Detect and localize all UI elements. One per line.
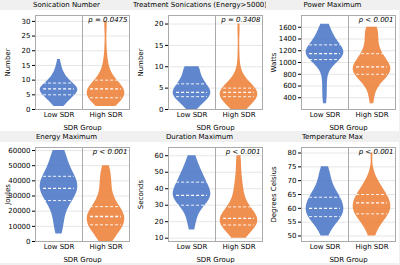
html-text:Temperature Max: Temperature Max — [302, 133, 363, 141]
svg-text:p = 0.0475: p = 0.0475 — [87, 16, 128, 24]
svg-text:Joules: Joules — [4, 184, 12, 206]
svg-text:15: 15 — [22, 62, 31, 70]
svg-text:20000: 20000 — [8, 207, 30, 215]
html-text:Treatment Sonications (Energy>: Treatment Sonications (Energy>5000) — [133, 1, 267, 9]
svg-text:5: 5 — [26, 91, 30, 99]
svg-text:Number: Number — [137, 48, 145, 76]
svg-text:600: 600 — [283, 82, 296, 90]
svg-text:50000: 50000 — [8, 162, 30, 170]
svg-text:75: 75 — [288, 163, 297, 171]
svg-text:High SDR: High SDR — [355, 243, 388, 251]
svg-text:Low SDR: Low SDR — [177, 243, 208, 251]
svg-text:0: 0 — [26, 238, 30, 246]
svg-text:p < 0.001: p < 0.001 — [92, 148, 128, 156]
svg-text:High SDR: High SDR — [89, 243, 122, 251]
svg-text:15: 15 — [155, 42, 164, 50]
svg-text:SDR Group: SDR Group — [63, 124, 102, 132]
svg-text:55: 55 — [288, 218, 297, 226]
svg-text:60000: 60000 — [8, 147, 30, 155]
svg-text:p = 0.3408: p = 0.3408 — [220, 16, 261, 24]
svg-text:30000: 30000 — [8, 192, 31, 201]
svg-text:30: 30 — [22, 18, 31, 26]
svg-text:p < 0.001: p < 0.001 — [358, 148, 394, 156]
svg-text:SDR Group: SDR Group — [196, 256, 235, 264]
svg-text:0: 0 — [159, 106, 163, 114]
svg-text:High SDR: High SDR — [355, 111, 388, 119]
svg-text:25: 25 — [22, 32, 31, 40]
svg-text:Low SDR: Low SDR — [310, 243, 341, 251]
svg-text:p < 0.001: p < 0.001 — [358, 16, 394, 24]
svg-text:70: 70 — [288, 177, 297, 185]
svg-text:SDR Group: SDR Group — [329, 124, 368, 132]
svg-text:50: 50 — [155, 168, 164, 176]
svg-text:High SDR: High SDR — [89, 111, 122, 119]
svg-text:800: 800 — [283, 70, 296, 78]
svg-text:Low SDR: Low SDR — [310, 111, 341, 119]
svg-text:1000: 1000 — [279, 59, 297, 67]
svg-text:5: 5 — [159, 84, 163, 92]
svg-text:40: 40 — [155, 185, 164, 193]
html-text:Sonication Number: Sonication Number — [33, 1, 100, 9]
svg-text:SDR Group: SDR Group — [63, 256, 102, 264]
svg-text:10: 10 — [155, 234, 164, 242]
svg-text:20: 20 — [155, 218, 164, 226]
svg-text:80: 80 — [288, 149, 297, 157]
svg-text:SDR Group: SDR Group — [329, 256, 368, 264]
svg-text:10000: 10000 — [8, 223, 30, 231]
svg-text:0: 0 — [26, 106, 30, 114]
svg-text:Degrees Celsius: Degrees Celsius — [270, 166, 278, 223]
svg-text:Low SDR: Low SDR — [44, 111, 75, 119]
svg-text:10: 10 — [155, 63, 164, 71]
html-text:Energy Maximum: Energy Maximum — [35, 133, 98, 141]
svg-text:60: 60 — [155, 152, 164, 160]
svg-text:400: 400 — [283, 94, 296, 102]
svg-text:40000: 40000 — [8, 177, 30, 185]
svg-text:65: 65 — [288, 191, 297, 199]
svg-text:1600: 1600 — [279, 23, 297, 31]
html-text:Duration Maximum: Duration Maximum — [165, 133, 234, 141]
svg-text:1200: 1200 — [279, 47, 297, 55]
svg-text:High SDR: High SDR — [222, 243, 255, 251]
svg-text:SDR Group: SDR Group — [196, 124, 235, 132]
svg-text:Watts: Watts — [270, 52, 278, 72]
svg-text:50: 50 — [288, 232, 297, 240]
svg-text:60: 60 — [288, 205, 297, 213]
svg-text:30: 30 — [155, 201, 164, 209]
svg-text:Seconds: Seconds — [137, 179, 145, 209]
svg-text:Number: Number — [4, 48, 12, 76]
svg-text:High SDR: High SDR — [222, 111, 255, 119]
svg-text:20: 20 — [155, 20, 164, 28]
svg-text:20: 20 — [22, 47, 31, 55]
html-text:Power Maximum: Power Maximum — [303, 1, 362, 9]
svg-text:Low SDR: Low SDR — [177, 111, 208, 119]
svg-text:Low SDR: Low SDR — [44, 243, 75, 251]
svg-text:10: 10 — [22, 76, 31, 84]
svg-text:1400: 1400 — [279, 35, 297, 43]
svg-text:p < 0.001: p < 0.001 — [225, 148, 261, 156]
